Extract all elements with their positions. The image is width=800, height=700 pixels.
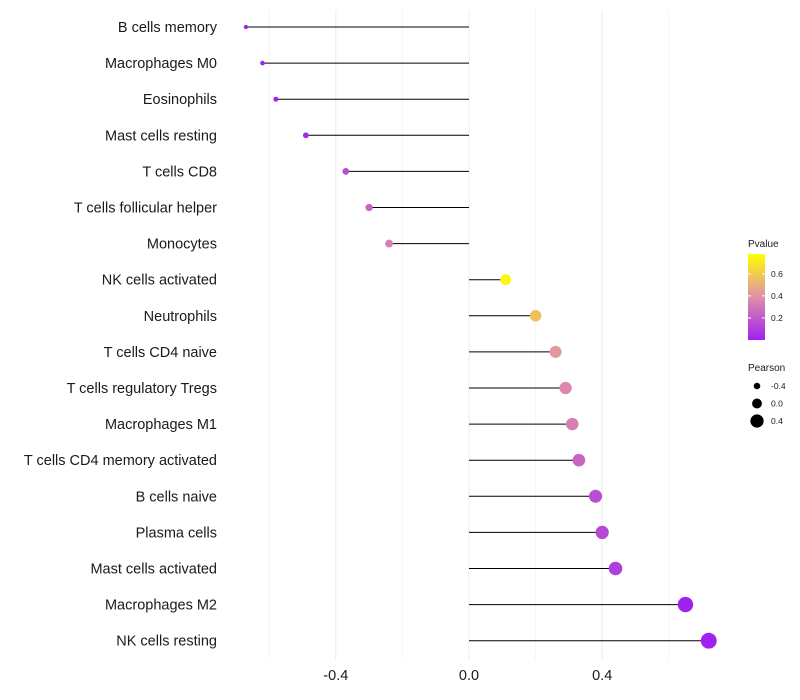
category-labels: B cells memory Macrophages M0 Eosinophils M… bbox=[24, 20, 218, 650]
category-label-macrophages-m0: Macrophages M0 bbox=[105, 56, 217, 72]
pvalue-legend-title: Pvalue bbox=[748, 239, 779, 250]
pearson-legend-tick: 0.0 bbox=[771, 399, 783, 409]
pearson-legend-title: Pearson bbox=[748, 363, 785, 374]
x-axis-ticks: -0.4 0.0 0.4 bbox=[323, 668, 612, 684]
category-label-t-cells-cd4-naive: T cells CD4 naive bbox=[104, 345, 217, 361]
pearson-legend-tick: 0.4 bbox=[771, 416, 783, 426]
x-tick-label: -0.4 bbox=[323, 668, 348, 684]
category-label-neutrophils: Neutrophils bbox=[144, 309, 217, 325]
pearson-legend: Pearson -0.4 0.0 0.4 bbox=[748, 363, 786, 428]
lollipop-segments bbox=[245, 26, 709, 642]
category-label-mast-cells-resting: Mast cells resting bbox=[105, 128, 217, 144]
pvalue-legend-tick: 0.2 bbox=[771, 313, 783, 323]
category-label-t-cells-follicular-helper: T cells follicular helper bbox=[74, 201, 217, 217]
point-monocytes bbox=[385, 239, 394, 248]
x-tick-label: 0.4 bbox=[592, 668, 612, 684]
pearson-legend-key bbox=[750, 414, 764, 428]
point-t-cells-follicular-helper bbox=[365, 203, 373, 212]
point-t-cells-cd8 bbox=[342, 168, 350, 175]
pearson-legend-key bbox=[753, 382, 761, 390]
category-label-nk-cells-activated: NK cells activated bbox=[102, 273, 217, 289]
point-mast-cells-activated bbox=[608, 561, 623, 576]
point-nk-cells-resting bbox=[700, 632, 717, 649]
pvalue-colorbar bbox=[748, 254, 765, 340]
pearson-legend-tick: -0.4 bbox=[771, 381, 786, 391]
category-label-eosinophils: Eosinophils bbox=[143, 92, 217, 108]
category-label-t-cells-regulatory-tregs: T cells regulatory Tregs bbox=[67, 381, 217, 397]
lollipop-points bbox=[243, 24, 717, 649]
point-t-cells-regulatory-tregs bbox=[559, 381, 572, 395]
category-label-mast-cells-activated: Mast cells activated bbox=[90, 562, 217, 578]
point-b-cells-naive bbox=[589, 489, 603, 503]
pvalue-legend-tick: 0.6 bbox=[771, 269, 783, 279]
point-macrophages-m0 bbox=[260, 60, 265, 66]
pvalue-legend: Pvalue 0.2 0.4 0.6 bbox=[748, 239, 783, 340]
point-eosinophils bbox=[273, 96, 279, 102]
category-label-macrophages-m1: Macrophages M1 bbox=[105, 417, 217, 433]
category-label-plasma-cells: Plasma cells bbox=[136, 525, 217, 541]
point-macrophages-m1 bbox=[565, 417, 579, 431]
category-label-t-cells-cd8: T cells CD8 bbox=[142, 164, 217, 180]
category-label-macrophages-m2: Macrophages M2 bbox=[105, 598, 217, 614]
grid-lines bbox=[268, 10, 670, 660]
point-mast-cells-resting bbox=[302, 132, 309, 139]
pvalue-legend-tick: 0.4 bbox=[771, 291, 783, 301]
point-plasma-cells bbox=[595, 525, 609, 540]
x-tick-label: 0.0 bbox=[459, 668, 479, 684]
point-macrophages-m2 bbox=[677, 596, 694, 613]
category-label-b-cells-naive: B cells naive bbox=[136, 489, 217, 505]
point-t-cells-cd4-naive bbox=[549, 345, 562, 358]
category-label-nk-cells-resting: NK cells resting bbox=[116, 634, 217, 650]
point-neutrophils bbox=[529, 310, 542, 322]
category-label-b-cells-memory: B cells memory bbox=[118, 20, 218, 36]
point-t-cells-cd4-memory-activated bbox=[572, 453, 586, 467]
pearson-legend-key bbox=[752, 398, 762, 409]
category-label-t-cells-cd4-memory-activated: T cells CD4 memory activated bbox=[24, 453, 217, 469]
point-nk-cells-activated bbox=[500, 274, 512, 286]
point-b-cells-memory bbox=[243, 24, 249, 30]
category-label-monocytes: Monocytes bbox=[147, 237, 217, 253]
